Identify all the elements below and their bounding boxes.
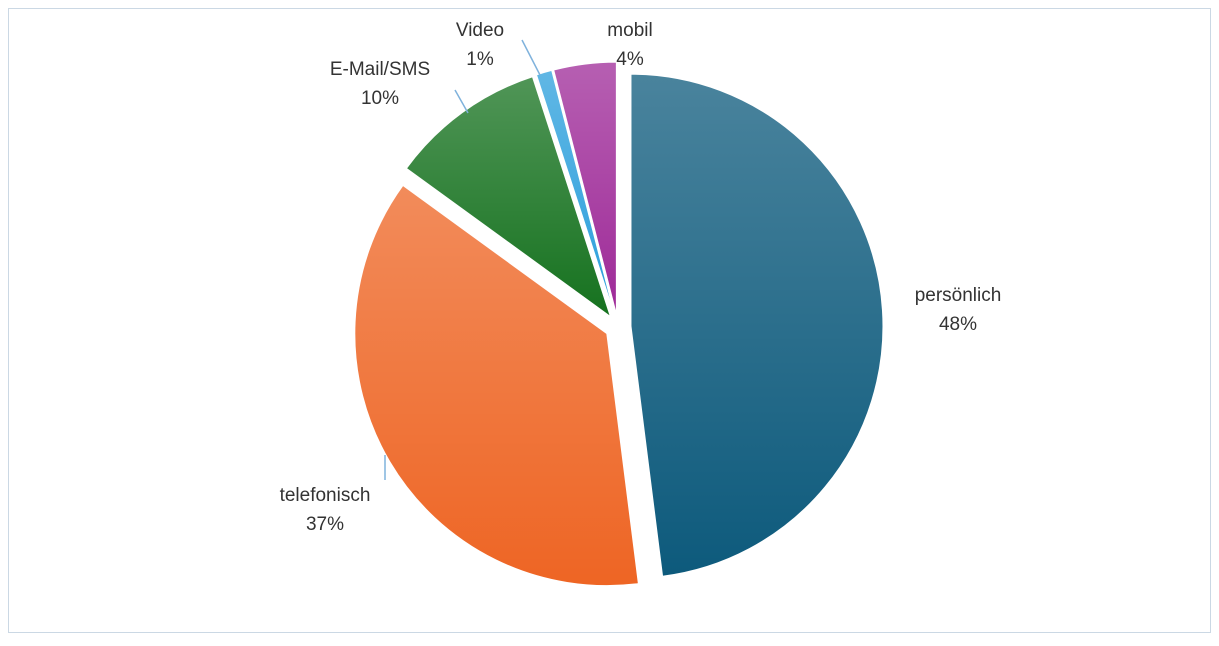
slice-value-label: 1% (466, 49, 494, 70)
slice-value-label: 37% (306, 514, 344, 535)
leader-line (454, 89, 469, 114)
slice-value-label: 4% (616, 49, 644, 70)
slice-value-label: 48% (939, 314, 977, 335)
slice-value-label: 10% (361, 88, 399, 109)
slice-label: Video (456, 20, 504, 41)
leader-line (521, 39, 541, 76)
slice-label: E-Mail/SMS (330, 59, 430, 80)
slice-label: telefonisch (280, 485, 371, 506)
slice-label: mobil (607, 20, 652, 41)
slice-label: persönlich (915, 285, 1002, 306)
